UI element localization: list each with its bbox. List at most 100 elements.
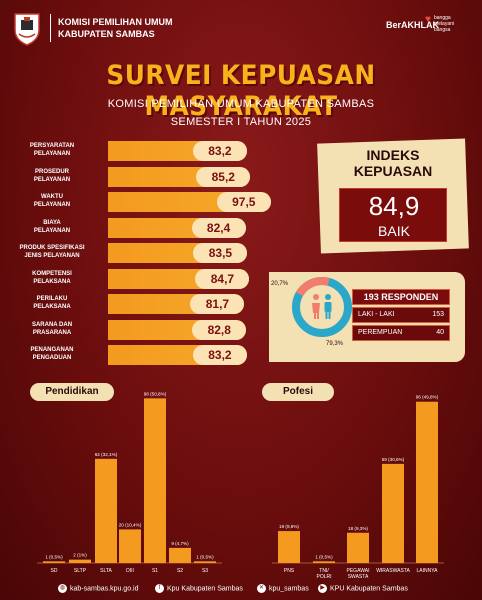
education-bar bbox=[144, 398, 166, 563]
footer-youtube-text: KPU Kabupaten Sambas bbox=[330, 585, 408, 593]
service-bar: 82,4 bbox=[108, 217, 246, 238]
service-bar-label-line: PERSYARATAN bbox=[29, 143, 75, 149]
service-bar-label: PERILAKU PELAKSANA bbox=[0, 295, 104, 311]
service-bar-label: KOMPETENSI PELAKSANA bbox=[0, 270, 104, 286]
service-bar-label-line: BIAYA bbox=[43, 219, 61, 226]
service-bar: 83,5 bbox=[108, 243, 248, 263]
kpu-logo-icon bbox=[14, 13, 40, 46]
profession-tick-label: POLRI bbox=[316, 574, 331, 580]
org-name: KOMISI PEMILIHAN UMUM KABUPATEN SAMBAS bbox=[58, 16, 173, 40]
x-icon: ✕ bbox=[257, 584, 266, 593]
service-bar-label: PROSEDUR PELAYANAN bbox=[0, 168, 104, 184]
respondents-value: 153 bbox=[432, 311, 444, 318]
service-bar-label-line: PELAYANAN bbox=[33, 176, 71, 183]
respondents-label: PEREMPUAN bbox=[358, 329, 403, 336]
header: KOMISI PEMILIHAN UMUM KABUPATEN SAMBAS B… bbox=[0, 0, 482, 56]
service-bar-row: PERILAKU PELAKSANA 81,7 bbox=[0, 293, 275, 315]
service-bar-row: KOMPETENSI PELAKSANA 84,7 bbox=[0, 268, 275, 290]
service-bar-label-line: KOMPETENSI bbox=[32, 270, 72, 277]
profession-bar bbox=[347, 532, 369, 563]
service-bar-value: 84,7 bbox=[195, 268, 250, 289]
respondents-row-female: PEREMPUAN 40 bbox=[352, 325, 450, 341]
service-bar-row: BIAYA PELAYANAN 82,4 bbox=[0, 217, 275, 239]
profession-bar bbox=[382, 463, 404, 563]
respondents-value: 40 bbox=[436, 329, 444, 336]
service-bar-label: PERSYARATAN PELAYANAN bbox=[0, 142, 104, 158]
service-bar: 82,8 bbox=[108, 319, 247, 340]
profession-chart-title: Pofesi bbox=[262, 383, 334, 401]
footer-website-text: kab-sambas.kpu.go.id bbox=[70, 585, 139, 593]
service-bar-value: 81,7 bbox=[190, 294, 245, 314]
education-tick-label: DIII bbox=[126, 568, 134, 574]
service-bar: 84,7 bbox=[108, 268, 250, 289]
education-data-label: 1 (0,5%) bbox=[196, 554, 214, 559]
footer-website[interactable]: ◍ kab-sambas.kpu.go.id bbox=[58, 584, 138, 593]
service-bar-label-line: PENANGANAN bbox=[30, 347, 74, 353]
education-tick-label: SLTA bbox=[100, 568, 112, 574]
indeks-category: BAIK bbox=[378, 223, 410, 239]
people-icon bbox=[312, 294, 332, 319]
service-bar-label-line: PRASARANA bbox=[32, 329, 72, 336]
respondents-row-male: LAKI - LAKI 153 bbox=[352, 307, 450, 323]
footer-x[interactable]: ✕ kpu_sambas bbox=[257, 584, 309, 593]
footer-youtube[interactable]: ▶ KPU Kabupaten Sambas bbox=[318, 584, 408, 593]
service-bar-row: PROSEDUR PELAYANAN 85,2 bbox=[0, 166, 275, 188]
facebook-icon: f bbox=[155, 584, 164, 593]
indeks-score: 84,9 bbox=[368, 191, 420, 221]
service-bar-label-line: PELAKSANA bbox=[33, 278, 71, 285]
profession-tick-label: SWASTA bbox=[348, 574, 369, 580]
header-divider bbox=[50, 14, 51, 42]
profession-tick-label: WIRASWASTA bbox=[376, 568, 410, 574]
service-bar-row: WAKTU PELAYANAN 97,5 bbox=[0, 191, 275, 213]
service-bar-label: SARANA DAN PRASARANA bbox=[0, 321, 104, 337]
education-bar bbox=[119, 529, 141, 563]
subtitle-period: SEMESTER I TAHUN 2025 bbox=[170, 116, 312, 128]
education-tick-label: SD bbox=[51, 568, 58, 574]
berakhlak-logo: BerAKHLAK bbox=[386, 20, 440, 30]
education-chart-title: Pendidikan bbox=[30, 383, 114, 401]
education-tick-label: S3 bbox=[202, 568, 208, 574]
service-bar-label: BIAYA PELAYANAN bbox=[0, 219, 104, 235]
service-bar-value: 83,5 bbox=[193, 243, 248, 263]
respondents-total: 193 RESPONDEN bbox=[352, 289, 450, 305]
education-data-label: 9 (4,7%) bbox=[171, 541, 189, 546]
education-data-label: 2 (1%) bbox=[73, 553, 87, 558]
indeks-title-line1: INDEKS bbox=[366, 147, 420, 163]
footer-facebook[interactable]: f Kpu Kabupaten Sambas bbox=[155, 584, 243, 593]
education-bar bbox=[43, 561, 65, 563]
bangga-line1: bangga bbox=[434, 15, 451, 21]
service-bar-value: 82,8 bbox=[192, 319, 247, 340]
service-bar-label-line: PROSEDUR bbox=[34, 168, 69, 175]
service-bar-row: SARANA DAN PRASARANA 82,8 bbox=[0, 319, 275, 341]
service-bar-label: PENANGANAN PENGADUAN bbox=[0, 346, 104, 362]
profession-tick-label: LAINNYA bbox=[416, 568, 438, 574]
service-bar-value: 97,5 bbox=[216, 192, 271, 212]
respondents-label: LAKI - LAKI bbox=[358, 311, 395, 318]
profession-data-label: 96 (49,8%) bbox=[416, 395, 439, 400]
service-bar-label-line: PERILAKU bbox=[36, 296, 68, 302]
service-bar: 83,2 bbox=[108, 141, 247, 161]
service-bar-label-line: PRODUK SPESIFIKASI bbox=[19, 245, 85, 251]
service-bar-label-line: PENGADUAN bbox=[32, 355, 72, 361]
education-tick-label: S1 bbox=[152, 568, 158, 574]
education-bar bbox=[95, 458, 117, 563]
org-name-line2: KABUPATEN SAMBAS bbox=[58, 29, 155, 39]
service-bar-row: PERSYARATAN PELAYANAN 83,2 bbox=[0, 140, 275, 162]
service-bar-label: PRODUK SPESIFIKASI JENIS PELAYANAN bbox=[0, 244, 104, 260]
profession-data-label: 59 (30,6%) bbox=[382, 457, 405, 462]
service-bar-label-line: PELAYANAN bbox=[33, 151, 71, 157]
education-tick-label: SLTP bbox=[74, 568, 87, 574]
education-bar bbox=[169, 547, 191, 563]
indeks-title-line2: KEPUASAN bbox=[353, 163, 433, 179]
service-bar: 97,5 bbox=[108, 192, 271, 212]
profession-data-label: 19 (9,8%) bbox=[279, 524, 299, 529]
service-bar: 83,2 bbox=[108, 345, 247, 365]
footer-x-text: kpu_sambas bbox=[269, 585, 309, 593]
education-bar bbox=[69, 559, 91, 563]
education-data-label: 62 (32,1%) bbox=[95, 452, 118, 457]
service-bar-label-line: WAKTU bbox=[41, 194, 63, 200]
page-title: SURVEI KEPUASAN MASYARAKAT bbox=[106, 60, 376, 122]
profession-data-label: 1 (0,5%) bbox=[315, 554, 333, 559]
service-bar: 85,2 bbox=[108, 166, 251, 187]
